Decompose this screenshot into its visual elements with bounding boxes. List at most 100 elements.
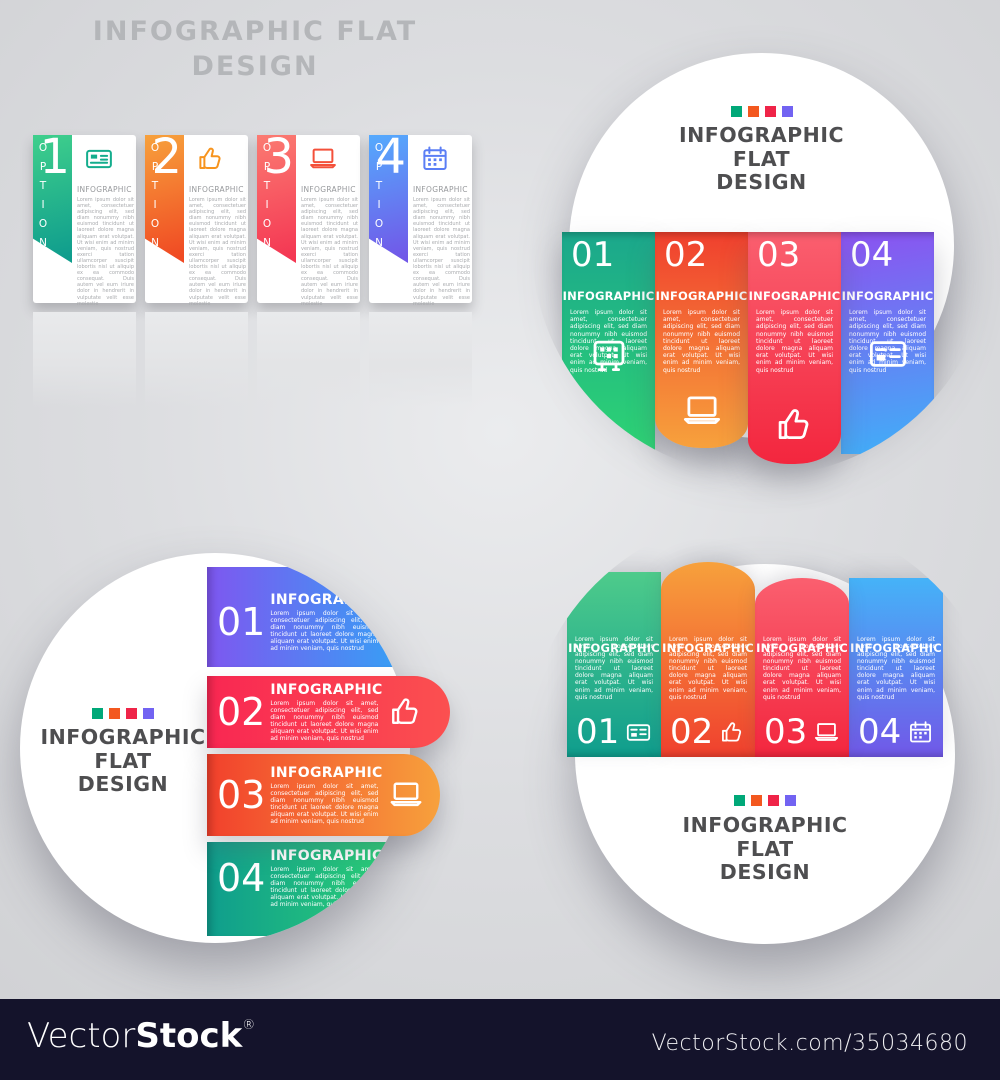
marker-square-purple: [781, 106, 793, 117]
mail-card-icon: [386, 604, 410, 640]
marker-square-green: [730, 106, 742, 117]
circle-clip: 01 INFOGRAPHIC Lorem ipsum dolor sit ame…: [20, 553, 410, 943]
banner-01: 01 INFOGRAPHIC Lorem ipsum dolor sit ame…: [207, 567, 410, 667]
marker-square-orange: [747, 106, 759, 117]
banner-body-text: Lorem ipsum dolor sit amet, consectetuer…: [857, 636, 935, 701]
registered-mark: ®: [242, 1018, 256, 1033]
card-reflections: [33, 312, 472, 407]
page-title-line2: DESIGN: [191, 51, 319, 82]
banner-body-text: Lorem ipsum dolor sit amet, consectetuer…: [663, 309, 740, 374]
option-ribbon: OPTION 3: [257, 135, 296, 263]
card-heading: INFOGRAPHIC: [77, 185, 132, 194]
option-card-3: OPTION 3 INFOGRAPHIC Lorem ipsum dolor s…: [257, 135, 360, 307]
circle-clip: 01 INFOGRAPHIC Lorem ipsum dolor sit ame…: [532, 16, 992, 476]
vectorstock-logo: VectorStock®: [27, 1016, 256, 1056]
option-number: 2: [151, 129, 182, 185]
banner-04: 04 INFOGRAPHIC Lorem ipsum dolor sit ame…: [207, 842, 410, 936]
calendar-icon: [906, 719, 935, 746]
banner-number: 03: [764, 712, 808, 752]
card-reflection: [257, 312, 360, 407]
banner-heading: INFOGRAPHIC: [270, 765, 383, 781]
banner-03: 03 INFOGRAPHIC Lorem ipsum dolor sit ame…: [748, 232, 841, 464]
marker-squares: [575, 795, 955, 806]
marker-square-purple: [143, 708, 154, 719]
banner-heading: INFOGRAPHIC: [841, 289, 934, 303]
banner-heading: INFOGRAPHIC: [662, 641, 754, 655]
banner-heading: INFOGRAPHIC: [748, 289, 841, 303]
marker-squares: [569, 106, 954, 117]
mail-card-icon: [624, 719, 653, 746]
banner-01: 01 INFOGRAPHIC Lorem ipsum dolor sit ame…: [562, 232, 655, 460]
laptop-icon: [304, 144, 342, 174]
banner-body-text: Lorem ipsum dolor sit amet, consectetuer…: [270, 700, 379, 742]
banner-heading: INFOGRAPHIC: [655, 289, 748, 303]
thumbs-up-icon: [192, 144, 230, 174]
thumbs-up-icon: [772, 404, 818, 446]
marker-square-green: [92, 708, 103, 719]
design-option-cards: OPTION 1 INFOGRAPHIC Lorem ipsum dolor s…: [33, 129, 472, 307]
card-body-text: Lorem ipsum dolor sit amet, consectetuer…: [413, 197, 470, 307]
card-heading: INFOGRAPHIC: [413, 185, 468, 194]
marker-square-green: [734, 795, 745, 806]
design-circle-bottom-left: INFOGRAPHIC FLAT DESIGN 01 INFOGRAPHIC L…: [20, 553, 470, 953]
banner-heading: INFOGRAPHIC: [756, 641, 848, 655]
banner-02: 02 INFOGRAPHIC Lorem ipsum dolor sit ame…: [207, 676, 450, 748]
banner-number: 03: [217, 773, 266, 817]
banner-body-text: Lorem ipsum dolor sit amet, consectetuer…: [270, 610, 379, 652]
banner-number: 04: [850, 235, 894, 275]
option-ribbon: OPTION 2: [145, 135, 184, 263]
design-circle-top-right: INFOGRAPHIC FLAT DESIGN 01 INFOGRAPHIC L…: [555, 50, 955, 530]
banner-number: 02: [670, 712, 714, 752]
banner-heading: INFOGRAPHIC: [270, 848, 383, 864]
thumbs-up-icon: [718, 719, 747, 746]
option-ribbon: OPTION 1: [33, 135, 72, 263]
banner-body-text: Lorem ipsum dolor sit amet, consectetuer…: [756, 309, 833, 374]
option-card-4: OPTION 4 INFOGRAPHIC Lorem ipsum dolor s…: [369, 129, 472, 307]
banner-number: 01: [217, 600, 266, 644]
board-grid-icon: [386, 860, 410, 896]
option-card-2: OPTION 2 INFOGRAPHIC Lorem ipsum dolor s…: [145, 135, 248, 307]
option-card-1: OPTION 1 INFOGRAPHIC Lorem ipsum dolor s…: [33, 135, 136, 307]
laptop-icon: [679, 390, 725, 432]
banner-number: 02: [217, 690, 266, 734]
circle-title: INFOGRAPHIC FLAT DESIGN: [40, 725, 206, 796]
option-label: OPTION: [261, 142, 273, 256]
banner-body-text: Lorem ipsum dolor sit amet, consectetuer…: [270, 866, 379, 908]
option-number: 3: [263, 129, 294, 185]
mail-card-icon: [80, 144, 118, 174]
banner-number: 03: [757, 235, 801, 275]
card-reflection: [33, 312, 136, 407]
banner-number: 02: [664, 235, 708, 275]
banner-body-text: Lorem ipsum dolor sit amet, consectetuer…: [669, 636, 747, 701]
card-reflection: [369, 312, 472, 407]
card-heading: INFOGRAPHIC: [189, 185, 244, 194]
card-reflection: [145, 312, 248, 407]
marker-square-red: [768, 795, 779, 806]
banner-number: 04: [217, 856, 266, 900]
option-number: 1: [39, 129, 70, 185]
banner-04: INFOGRAPHIC Lorem ipsum dolor sit amet, …: [849, 578, 943, 757]
vectorstock-attribution: VectorStock.com/35034680: [651, 1031, 968, 1056]
option-label: OPTION: [373, 142, 385, 256]
banner-body-text: Lorem ipsum dolor sit amet, consectetuer…: [575, 636, 653, 701]
banner-number: 01: [571, 235, 615, 275]
card-body-text: Lorem ipsum dolor sit amet, consectetuer…: [77, 197, 134, 307]
card-heading: INFOGRAPHIC: [301, 185, 356, 194]
circle-clip: INFOGRAPHIC Lorem ipsum dolor sit amet, …: [525, 514, 1000, 994]
circle-title: INFOGRAPHIC FLAT DESIGN: [682, 813, 848, 884]
mail-card-icon: [865, 333, 911, 375]
banner-body-text: Lorem ipsum dolor sit amet, consectetuer…: [270, 783, 379, 825]
banner-03: 03 INFOGRAPHIC Lorem ipsum dolor sit ame…: [207, 754, 440, 836]
option-number: 4: [375, 129, 406, 185]
design-circle-bottom-right: INFOGRAPHIC FLAT DESIGN INFOGRAPHIC Lore…: [555, 552, 965, 972]
banner-04: 04 INFOGRAPHIC Lorem ipsum dolor sit ame…: [841, 232, 934, 454]
banner-heading: INFOGRAPHIC: [270, 592, 383, 608]
banner-number: 04: [858, 712, 902, 752]
banner-body-text: Lorem ipsum dolor sit amet, consectetuer…: [763, 636, 841, 701]
page-title-line1: INFOGRAPHIC FLAT: [92, 16, 418, 47]
card-body-text: Lorem ipsum dolor sit amet, consectetuer…: [301, 197, 358, 307]
banner-heading: INFOGRAPHIC: [270, 682, 383, 698]
banner-02: INFOGRAPHIC Lorem ipsum dolor sit amet, …: [661, 562, 755, 757]
marker-square-orange: [109, 708, 120, 719]
